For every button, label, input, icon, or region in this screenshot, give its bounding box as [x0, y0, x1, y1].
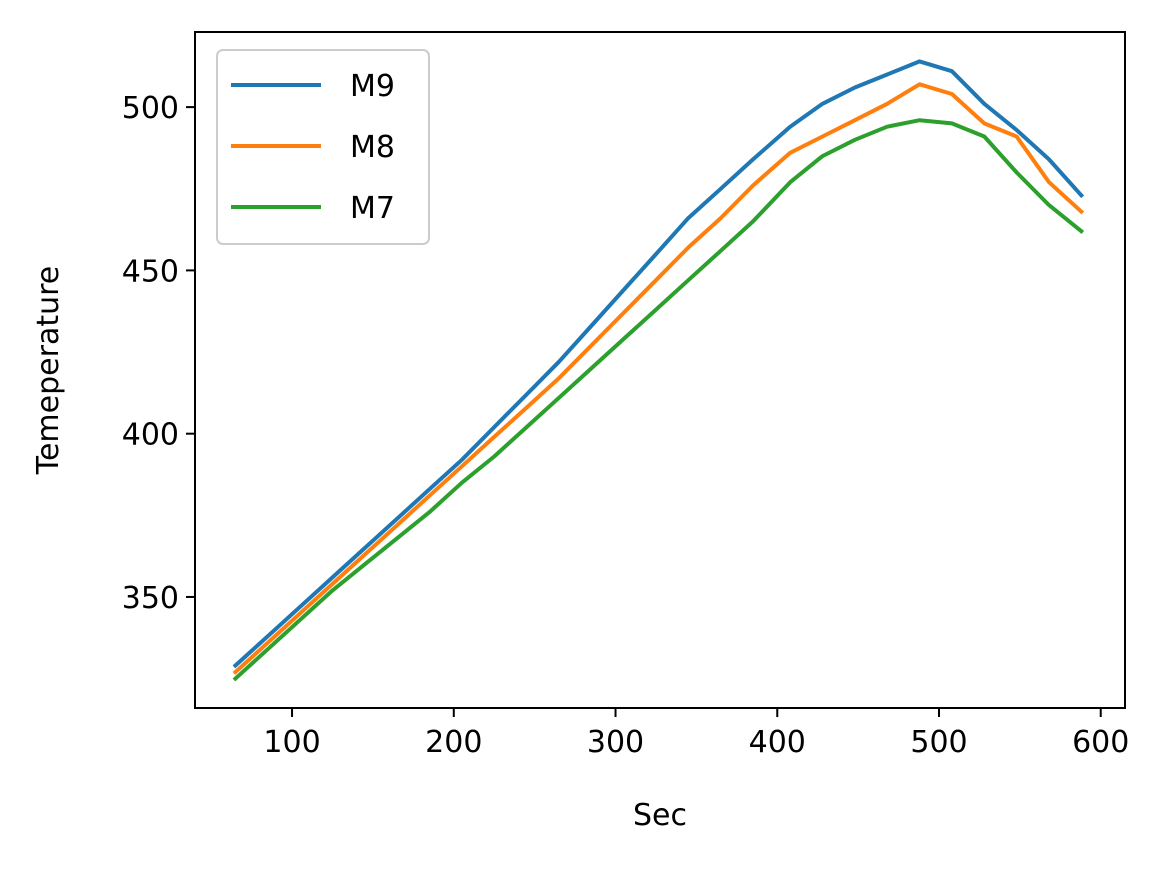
legend-label-m8: M8: [350, 130, 395, 165]
y-tick-label: 500: [122, 91, 179, 126]
legend: M9 M8 M7: [216, 49, 430, 245]
y-axis-label: Temeperature: [31, 266, 66, 476]
legend-label-m7: M7: [350, 191, 395, 226]
x-tick-label: 600: [1072, 725, 1129, 760]
x-tick-label: 500: [910, 725, 967, 760]
legend-label-m9: M9: [350, 69, 395, 104]
series-line-m7: [232, 118, 1085, 682]
x-axis-ticks: 100 200 300 400 500 600: [263, 708, 1129, 760]
y-tick-label: 400: [122, 418, 179, 453]
x-tick-label: 200: [425, 725, 482, 760]
x-tick-label: 300: [587, 725, 644, 760]
y-tick-label: 450: [122, 254, 179, 289]
series-line-m8: [232, 82, 1085, 675]
x-axis-label: Sec: [633, 798, 687, 833]
y-axis-ticks: 350 400 450 500: [122, 91, 195, 616]
y-tick-label: 350: [122, 581, 179, 616]
legend-box: [216, 49, 430, 245]
x-tick-label: 100: [263, 725, 320, 760]
series-line-m9: [232, 59, 1085, 669]
series-layer: [232, 59, 1085, 682]
plot-frame: [194, 31, 1126, 709]
x-tick-label: 400: [749, 725, 806, 760]
